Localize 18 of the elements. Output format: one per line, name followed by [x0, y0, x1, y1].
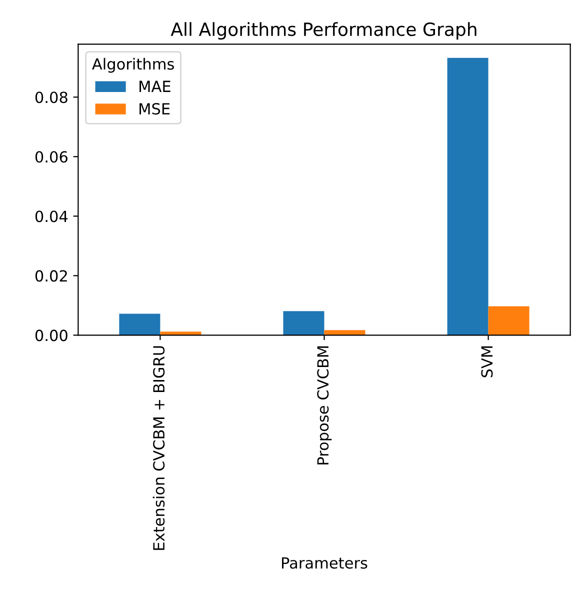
- x-axis-title: Parameters: [282, 557, 368, 569]
- bar: [119, 314, 160, 336]
- bar: [447, 58, 488, 336]
- bar: [324, 330, 366, 336]
- legend-label: MSE: [140, 103, 170, 115]
- x-tick-label: Extension CVCBM + BIGRU: [152, 346, 165, 550]
- legend-label: MAE: [140, 80, 170, 92]
- y-tick-label: 0.02: [35, 270, 67, 282]
- y-tick-label: 0.04: [35, 210, 68, 222]
- x-tick-label: Propose CVCBM: [317, 346, 332, 464]
- legend-title: Algorithms: [92, 58, 174, 73]
- y-tick-label: 0.08: [35, 92, 68, 104]
- bar: [488, 306, 530, 336]
- x-tick-label: SVM: [481, 346, 493, 378]
- chart-title: All Algorithms Performance Graph: [170, 22, 476, 40]
- y-tick-label: 0.06: [35, 151, 68, 163]
- bar: [283, 311, 324, 336]
- y-tick-label: 0.00: [35, 330, 68, 342]
